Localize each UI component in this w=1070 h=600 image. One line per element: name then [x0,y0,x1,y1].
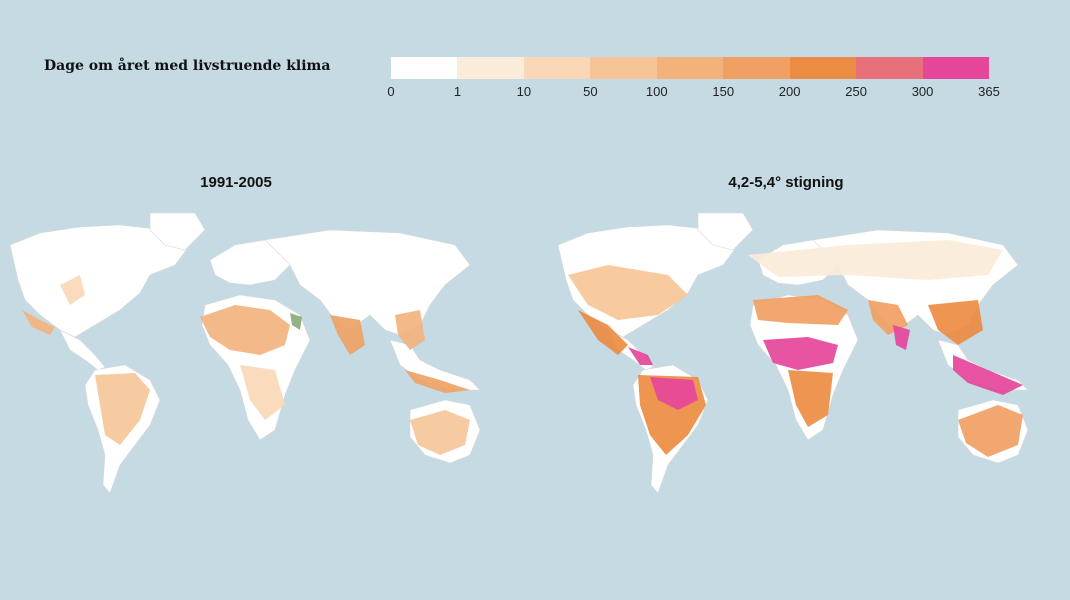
map-title-warming: 4,2-5,4° stigning [728,174,844,191]
legend-swatch [856,57,923,79]
heat-overlay-baseline [22,275,470,455]
legend-tick-label: 250 [845,84,867,99]
legend-swatch [723,57,790,79]
legend-swatch [789,57,857,79]
heat-overlay-warming [568,240,1023,457]
legend-tick-label: 200 [778,84,801,99]
legend-swatch [590,57,657,79]
legend-tick-label: 0 [387,84,395,99]
legend-tick-label: 300 [911,84,934,99]
legend-tick-label: 100 [645,84,668,99]
legend-swatch [656,57,724,79]
legend-swatch [922,57,989,79]
legend-tick-label: 50 [583,84,598,99]
legend-swatch [457,57,524,79]
north-america [9,224,191,338]
map-title-baseline: 1991-2005 [200,174,272,191]
legend-tick-label: 1 [453,84,462,99]
legend-swatch [391,57,458,79]
legend-tick-label: 365 [978,84,1000,99]
legend-title: Dage om året med livstruende klima [44,58,331,74]
legend-swatch [523,57,591,79]
central-america [59,329,106,371]
world-map-warming [557,212,1029,494]
legend-color-bar [391,57,989,79]
continents [9,212,481,494]
legend-tick-label: 10 [516,84,532,99]
greenland [697,212,754,251]
legend-tick-label: 150 [712,84,735,99]
world-map-baseline [9,212,481,494]
greenland [149,212,206,251]
